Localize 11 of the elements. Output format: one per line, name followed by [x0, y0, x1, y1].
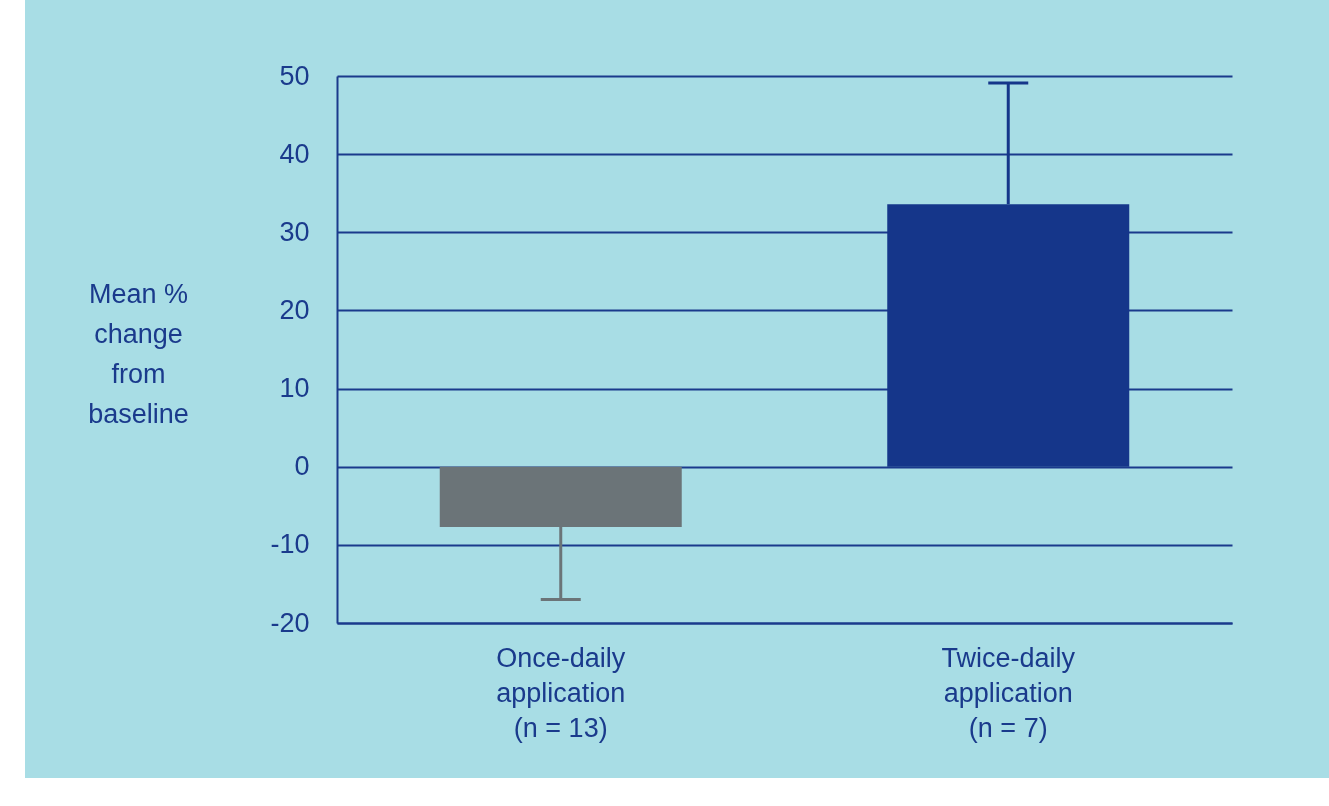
x-tick-label: Once-daily application (n = 13): [496, 642, 626, 743]
y-axis-title: Mean % change from baseline: [88, 278, 189, 429]
y-tick-label: 50: [279, 60, 310, 91]
y-tick-label: 40: [279, 138, 310, 169]
y-tick-label: 10: [279, 373, 310, 404]
y-tick-label: 20: [279, 294, 310, 325]
y-tick-label: -10: [270, 529, 310, 560]
y-tick-label: 30: [279, 216, 310, 247]
x-tick-label: Twice-daily application (n = 7): [941, 642, 1076, 743]
y-tick-label: 0: [294, 451, 310, 482]
y-tick-label: -20: [270, 607, 310, 638]
